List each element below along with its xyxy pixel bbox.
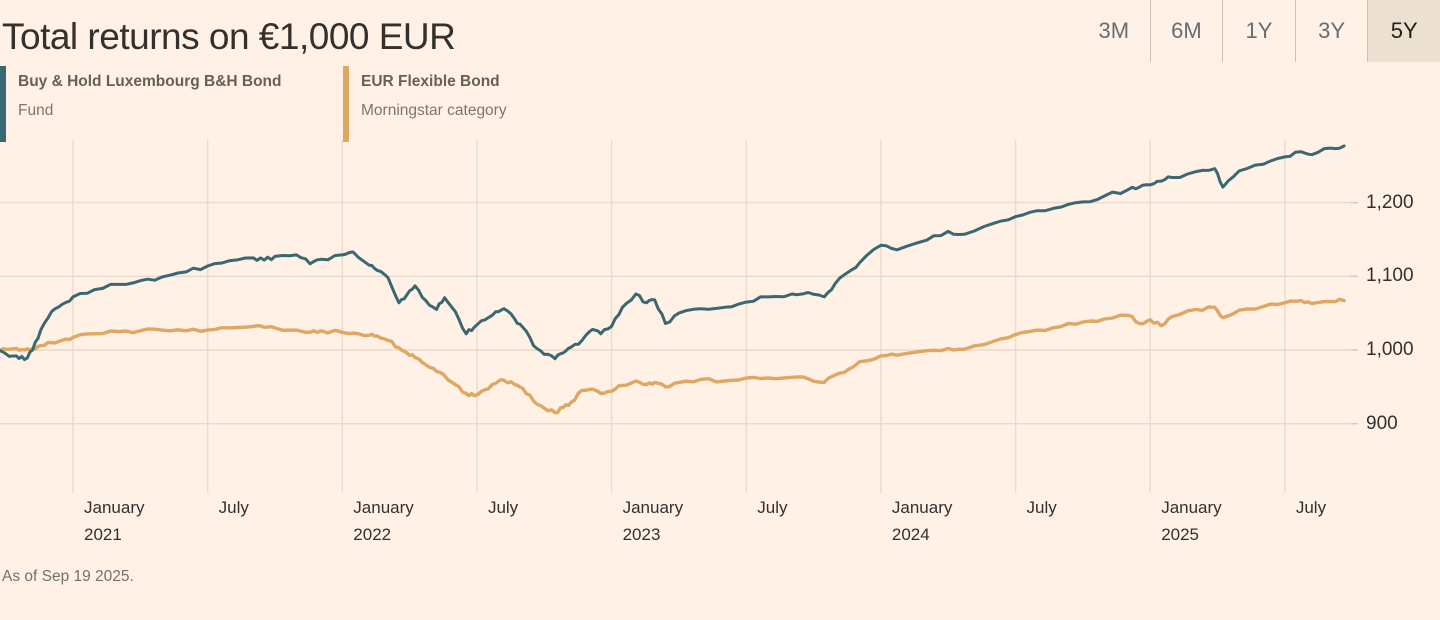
y-tick-label: 900 [1366,412,1398,434]
as-of-note: As of Sep 19 2025. [2,568,134,585]
x-tick-label: July [757,498,788,517]
x-tick-label: July [487,498,519,517]
x-tick-label: July [1295,498,1327,517]
legend-item-category: EUR Flexible Bond Morningstar category [343,66,507,142]
page-title: Total returns on €1,000 EUR [2,16,456,57]
x-tick-label: January 2022 [353,498,414,544]
range-selector: 3M 6M 1Y 3Y 5Y [1078,0,1440,62]
range-button-3y[interactable]: 3Y [1294,0,1368,62]
category-series-line [0,297,1346,415]
x-tick-label: January 2025 [1161,498,1222,544]
x-tick-label: January 2021 [84,498,145,544]
legend-fund-name: Buy & Hold Luxembourg B&H Bond [18,73,282,90]
legend-category-name: EUR Flexible Bond [361,73,500,90]
x-tick-label: January 2024 [891,498,953,544]
y-tick-label: 1,100 [1366,265,1414,287]
y-tick-label: 1,000 [1366,339,1414,360]
x-tick-label: January 2023 [622,498,684,544]
range-button-3m[interactable]: 3M [1078,0,1150,62]
x-tick-label: July [218,498,249,517]
x-tick-label: July [1026,498,1057,517]
legend-fund-type: Fund [18,102,54,119]
y-tick-label: 1,200 [1366,191,1414,213]
legend-category-type: Morningstar category [361,102,507,119]
range-button-6m[interactable]: 6M [1149,0,1223,62]
range-button-1y[interactable]: 1Y [1222,0,1295,62]
range-button-5y[interactable]: 5Y [1367,0,1440,62]
fund-series-line [0,144,1346,362]
legend-item-fund: Buy & Hold Luxembourg B&H Bond Fund [0,66,282,142]
